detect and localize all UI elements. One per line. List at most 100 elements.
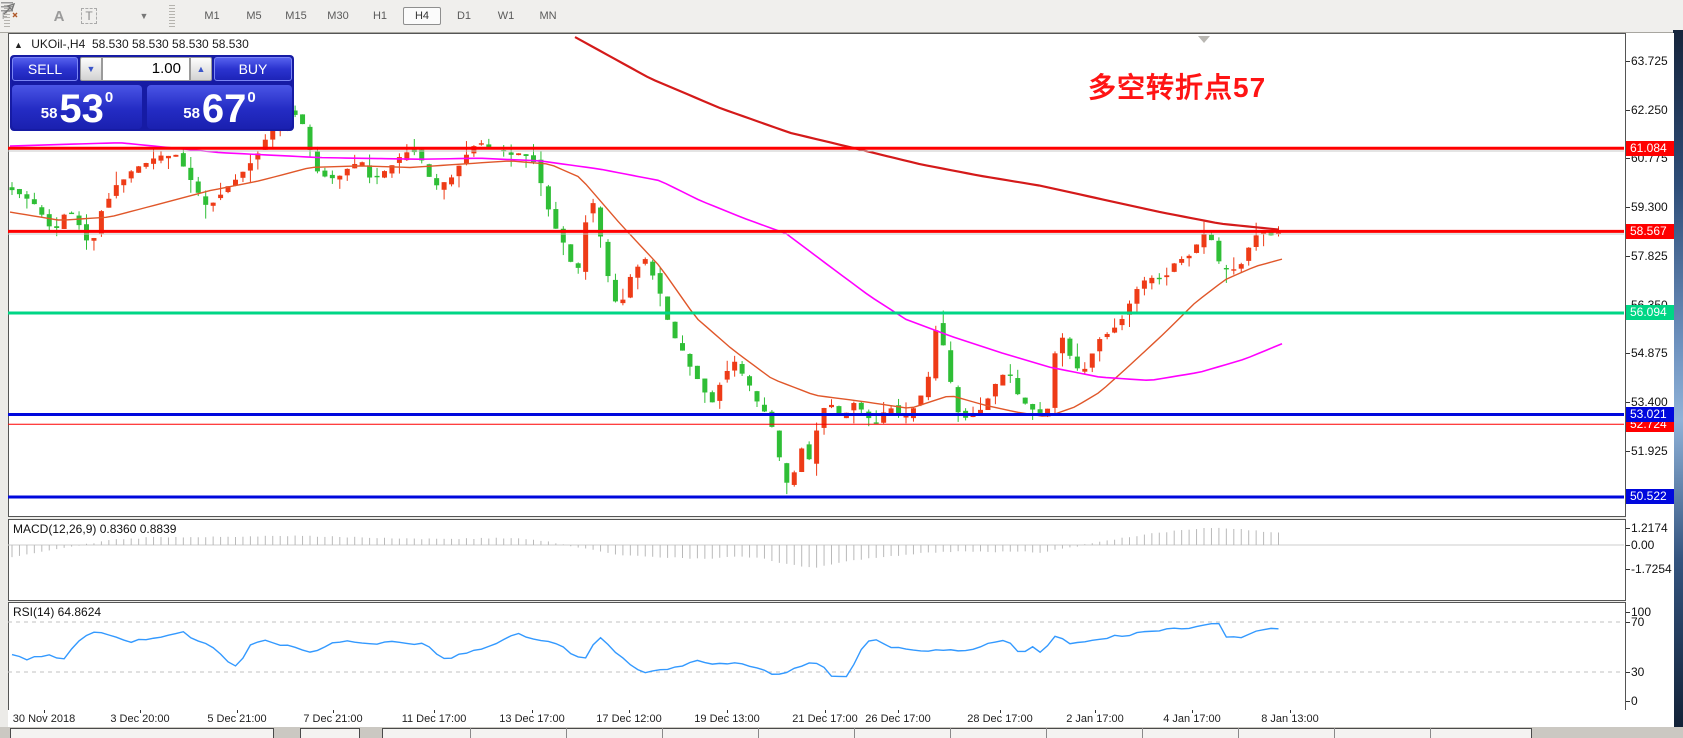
axis-tick [1626, 353, 1630, 355]
axis-tick [1626, 672, 1630, 673]
text-label-icon[interactable]: A [53, 7, 65, 25]
partial-window-separator [566, 728, 567, 738]
price-axis-label: 53.400 [1631, 394, 1668, 409]
volume-input[interactable]: 1.00 [102, 57, 190, 81]
partial-window-separator [950, 728, 951, 738]
time-axis-tick [727, 710, 728, 713]
partial-window-separator [1430, 728, 1431, 738]
price-level-chip: 50.522 [1626, 489, 1674, 505]
timeframe-button-h1[interactable]: H1 [372, 10, 388, 22]
price-level-chip: 58.567 [1626, 223, 1674, 239]
text-tool-icon[interactable]: T [77, 4, 101, 28]
axis-tick [1626, 701, 1630, 702]
time-axis-tick [825, 710, 826, 713]
partial-window-box [10, 728, 274, 738]
partial-window-separator [470, 728, 471, 738]
price-axis-label: 57.825 [1631, 248, 1668, 263]
time-axis-tick [333, 710, 334, 713]
sell-button[interactable]: SELL [12, 57, 78, 81]
timeframe-button-w1[interactable]: W1 [497, 10, 515, 22]
bid-sup-digit: 0 [104, 89, 114, 106]
price-axis-label: 54.875 [1631, 346, 1668, 361]
macd-axis-label: 0.00 [1631, 538, 1655, 552]
price-level-chip: 53.021 [1626, 406, 1674, 422]
chart-symbol-label: UKOil-,H4 [31, 37, 86, 51]
rsi-axis-label: 0 [1631, 694, 1638, 708]
rsi-axis-label: 70 [1631, 615, 1645, 629]
price-chart[interactable] [8, 33, 1624, 515]
partial-window-separator [758, 728, 759, 738]
grid-f-icon[interactable]: F [1, 2, 41, 28]
time-axis-label: 8 Jan 13:00 [1261, 713, 1319, 725]
collapse-arrow-icon[interactable]: ▲ [14, 40, 23, 50]
timeframe-button-mn[interactable]: MN [539, 10, 557, 22]
time-axis-tick [237, 710, 238, 713]
time-axis-tick [1095, 710, 1096, 713]
time-axis-label: 4 Jan 17:00 [1163, 713, 1221, 725]
buy-button[interactable]: BUY [214, 57, 292, 81]
time-axis-label: 2 Jan 17:00 [1066, 713, 1124, 725]
candles-layer [9, 96, 1281, 495]
ask-price-box[interactable]: 58 67 0 [147, 85, 292, 129]
partial-window-separator [854, 728, 855, 738]
ma-fast-line [9, 160, 1283, 417]
time-axis-tick [44, 710, 45, 713]
time-axis-label: 11 Dec 17:00 [401, 713, 467, 725]
axis-tick [1626, 109, 1630, 111]
volume-increase-button[interactable]: ▲ [190, 57, 212, 81]
bid-small-digits: 58 [40, 105, 58, 122]
toolbar-drag-handle[interactable] [4, 5, 10, 27]
timeframe-button-h4[interactable]: H4 [403, 7, 441, 25]
timeframe-button-m5[interactable]: M5 [246, 10, 262, 22]
partial-window-box [382, 728, 1532, 738]
volume-decrease-button[interactable]: ▼ [80, 57, 102, 81]
price-axis[interactable]: 63.72562.25060.77559.30057.82556.35054.8… [1626, 33, 1674, 727]
ma-slow-line [574, 36, 1280, 231]
chart-header: ▲ UKOil-,H4 58.530 58.530 58.530 58.530 [14, 37, 249, 51]
time-axis-tick [1192, 710, 1193, 713]
macd-axis-label: -1.7254 [1631, 561, 1672, 576]
bid-price-box[interactable]: 58 53 0 [12, 85, 142, 129]
cursor-dropdown-icon[interactable]: ▼ [139, 11, 149, 21]
axis-tick [1626, 528, 1630, 530]
timeframe-button-d1[interactable]: D1 [456, 10, 472, 22]
chart-ohlc-values: 58.530 58.530 58.530 58.530 [91, 37, 249, 51]
price-axis-label: 63.725 [1631, 54, 1668, 68]
axis-tick [1626, 545, 1630, 546]
ma-mid-line [9, 142, 1283, 382]
axis-tick [1626, 568, 1630, 570]
time-axis-label: 3 Dec 20:00 [110, 713, 170, 725]
time-axis-label: 17 Dec 12:00 [596, 713, 662, 725]
time-axis-tick [898, 710, 899, 713]
time-axis-tick [140, 710, 141, 713]
ask-big-digits: 67 [201, 87, 247, 131]
price-level-chip: 61.084 [1626, 140, 1674, 156]
partial-window-box [300, 728, 360, 738]
timeframe-button-m15[interactable]: M15 [285, 10, 307, 22]
price-level-chip: 56.094 [1626, 305, 1674, 321]
bottom-window-strip [0, 727, 1683, 738]
partial-window-separator [662, 728, 663, 738]
timeframe-button-m30[interactable]: M30 [327, 10, 349, 22]
macd-chart [8, 527, 1624, 568]
timeframe-button-m1[interactable]: M1 [204, 10, 220, 22]
cursor-tool-icon[interactable] [3, 2, 131, 28]
time-axis[interactable]: 30 Nov 2018 3 Dec 20:00 5 Dec 21:00 7 Dec 2… [8, 710, 1674, 727]
time-axis-label: 30 Nov 2018 [12, 713, 76, 725]
timeframe-bar: M1 M5 M15 M30 H1 H4 D1 W1 MN [191, 7, 569, 25]
partial-window-separator [1142, 728, 1143, 738]
window-edge [1673, 30, 1683, 738]
time-axis-label: 21 Dec 17:00 [792, 713, 858, 725]
axis-tick [1626, 401, 1630, 403]
chart-annotation: 多空转折点57 [1088, 72, 1267, 103]
rsi-axis-label: 100 [1631, 605, 1652, 619]
price-axis-label: 62.250 [1631, 102, 1668, 117]
time-axis-label: 26 Dec 17:00 [865, 713, 931, 725]
time-axis-label: 5 Dec 21:00 [207, 713, 267, 725]
price-axis-label: 51.925 [1631, 443, 1668, 458]
axis-tick [1626, 612, 1630, 613]
price-axis-label: 59.300 [1631, 200, 1668, 215]
macd-histogram [11, 527, 1279, 568]
time-axis-tick [1000, 710, 1001, 713]
